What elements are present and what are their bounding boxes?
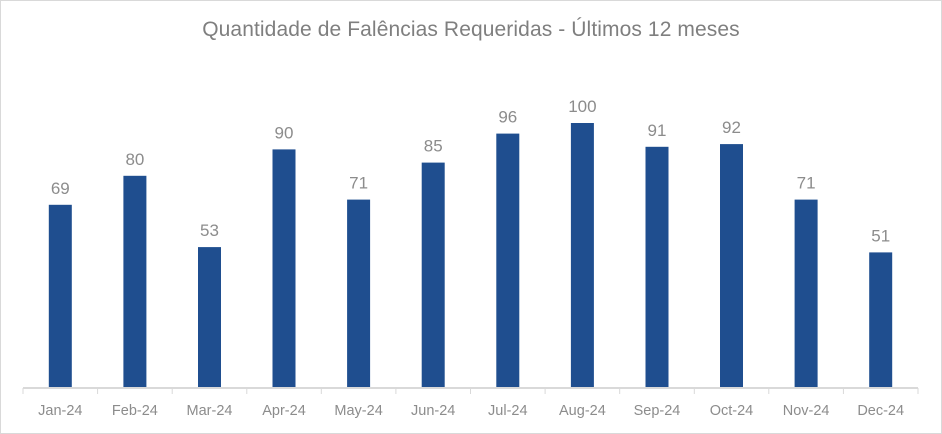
bar-aug-24 (570, 123, 594, 387)
data-label: 90 (275, 123, 294, 142)
x-tick-label: Nov-24 (783, 403, 830, 419)
bar-jul-24 (496, 133, 520, 387)
x-tick-label: Sep-24 (634, 403, 681, 419)
data-label: 69 (51, 179, 70, 198)
data-label: 80 (125, 150, 144, 169)
data-label: 100 (568, 97, 596, 116)
x-tick-label: Feb-24 (112, 403, 158, 419)
bar-jun-24 (421, 162, 445, 387)
x-tick-label: Aug-24 (559, 403, 606, 419)
bar-may-24 (347, 199, 371, 387)
data-label: 53 (200, 221, 219, 240)
data-label: 51 (871, 226, 890, 245)
bar-dec-24 (869, 252, 893, 387)
data-label: 91 (648, 121, 667, 140)
x-tick-label: Mar-24 (187, 403, 233, 419)
data-label: 96 (498, 108, 517, 127)
bar-sep-24 (645, 146, 669, 387)
x-tick-label: Apr-24 (262, 403, 306, 419)
bar-nov-24 (794, 199, 818, 387)
data-label: 71 (797, 174, 816, 193)
bar-apr-24 (272, 149, 296, 387)
chart-title: Quantidade de Falências Requeridas - Últ… (202, 18, 740, 41)
x-tick-label: May-24 (334, 403, 382, 419)
bar-mar-24 (198, 247, 221, 387)
data-label: 85 (424, 137, 443, 156)
bar-oct-24 (720, 144, 743, 387)
x-tick-label: Jan-24 (38, 403, 82, 419)
x-tick-label: Dec-24 (857, 403, 904, 419)
bar-jan-24 (48, 204, 72, 387)
x-tick-label: Oct-24 (710, 403, 754, 419)
data-label: 92 (722, 118, 741, 137)
x-tick-label: Jun-24 (411, 403, 455, 419)
bar-feb-24 (123, 175, 147, 387)
data-label: 71 (349, 174, 368, 193)
x-tick-label: Jul-24 (488, 403, 528, 419)
